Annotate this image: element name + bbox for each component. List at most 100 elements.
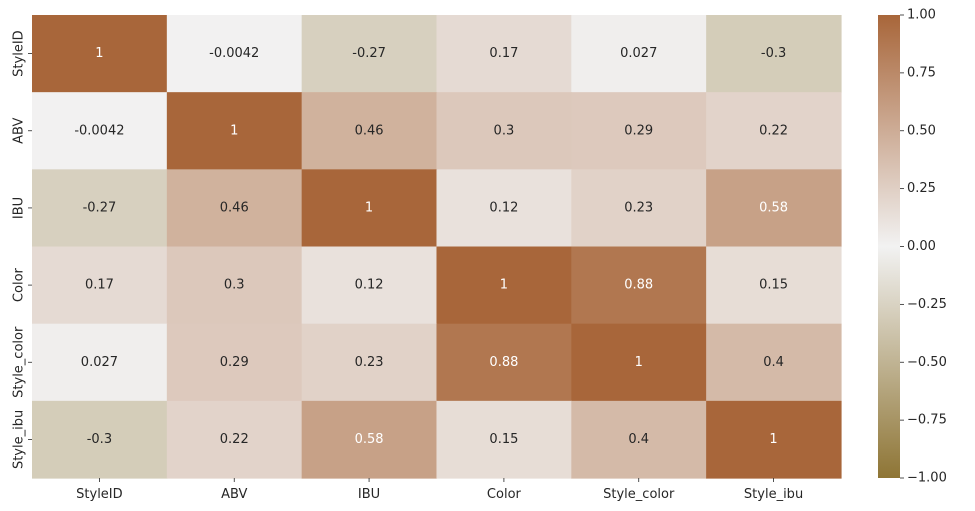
- heatmap-cell: [706, 400, 842, 479]
- cell-value-label: 0.027: [81, 355, 118, 370]
- heatmap-cell: [32, 246, 168, 325]
- y-tick-label: StyleID: [12, 30, 27, 77]
- colorbar-tick-label: −1.00: [907, 471, 947, 486]
- y-tick-label: Color: [12, 267, 27, 302]
- heatmap-cell: [436, 246, 572, 325]
- x-tick-label: Style_color: [603, 487, 675, 502]
- y-tick-label: IBU: [12, 197, 27, 219]
- heatmap-cell: [571, 169, 707, 248]
- colorbar-tick-label: 0.50: [907, 123, 936, 138]
- heatmap-cell: [301, 246, 438, 325]
- colorbar: 1.00 0.75 0.50 0.25 0.00 −0.25 −0.50 −0.75 −1.00: [878, 8, 947, 486]
- heatmap-cell: [436, 92, 572, 170]
- x-tick-label: StyleID: [76, 487, 123, 502]
- heatmap-cell: [166, 169, 303, 248]
- heatmap-cell: [301, 15, 438, 93]
- heatmap-cell: [706, 323, 842, 402]
- heatmap-cell: [301, 400, 438, 479]
- heatmap-cell: [571, 323, 707, 402]
- colorbar-tick-label: 0.75: [907, 65, 936, 80]
- heatmap-cell: [436, 400, 572, 479]
- heatmap-cell: [436, 323, 572, 402]
- heatmap-cell: [301, 169, 438, 248]
- cell-value-label: 0.15: [759, 278, 788, 293]
- heatmap-cell: [166, 246, 303, 325]
- cell-value-label: 1: [230, 123, 238, 138]
- heatmap-cell: [166, 323, 303, 402]
- cell-value-label: -0.27: [352, 46, 386, 61]
- cell-value-label: 0.15: [489, 432, 518, 447]
- cell-value-label: 0.58: [759, 200, 788, 215]
- y-tick-label: Style_color: [12, 326, 27, 398]
- cell-value-label: 0.88: [489, 355, 518, 370]
- cell-value-label: 0.4: [763, 355, 784, 370]
- heatmap-cell: [571, 15, 707, 93]
- heatmap-cell: [706, 92, 842, 170]
- heatmap-cell-labels: 1 -0.0042 -0.27 0.17 0.027 -0.3 -0.0042 1 0.46 0.…: [74, 46, 788, 447]
- cell-value-label: 0.29: [624, 123, 653, 138]
- y-axis-ticks: StyleID ABV IBU Color Style_color Style_ibu: [12, 30, 32, 469]
- cell-value-label: 0.12: [355, 278, 384, 293]
- cell-value-label: 1: [95, 46, 103, 61]
- heatmap-cell: [301, 92, 438, 170]
- heatmap-cell: [166, 400, 303, 479]
- colorbar-gradient: [878, 15, 900, 478]
- cell-value-label: 1: [365, 200, 373, 215]
- heatmap-cell: [436, 169, 572, 248]
- heatmap-cells: [32, 15, 842, 479]
- colorbar-tick-label: −0.75: [907, 413, 947, 428]
- colorbar-tick-label: 0.00: [907, 239, 936, 254]
- cell-value-label: 0.4: [628, 432, 649, 447]
- heatmap-cell: [436, 15, 572, 93]
- x-tick-label: ABV: [221, 487, 247, 502]
- cell-value-label: 1: [769, 432, 777, 447]
- heatmap-cell: [32, 323, 168, 402]
- cell-value-label: 0.12: [489, 200, 518, 215]
- cell-value-label: 0.17: [489, 46, 518, 61]
- heatmap-cell: [32, 15, 168, 93]
- cell-value-label: 0.46: [220, 200, 249, 215]
- heatmap-cell: [571, 92, 707, 170]
- colorbar-tick-label: 1.00: [907, 8, 936, 23]
- cell-value-label: -0.0042: [74, 123, 124, 138]
- cell-value-label: 0.22: [759, 123, 788, 138]
- cell-value-label: 0.22: [220, 432, 249, 447]
- heatmap-cell: [706, 246, 842, 325]
- heatmap-cell: [706, 169, 842, 248]
- cell-value-label: 0.46: [355, 123, 384, 138]
- y-tick-label: Style_ibu: [12, 410, 27, 469]
- colorbar-tick-label: −0.25: [907, 297, 947, 312]
- heatmap-cell: [32, 92, 168, 170]
- cell-value-label: 0.23: [355, 355, 384, 370]
- cell-value-label: 0.29: [220, 355, 249, 370]
- heatmap-cell: [166, 92, 303, 170]
- colorbar-tick-label: −0.50: [907, 355, 947, 370]
- x-axis-ticks: StyleID ABV IBU Color Style_color Style_ibu: [76, 478, 803, 502]
- cell-value-label: 0.23: [624, 200, 653, 215]
- cell-value-label: 0.88: [624, 278, 653, 293]
- heatmap-cell: [166, 15, 303, 93]
- x-tick-label: IBU: [358, 487, 380, 502]
- cell-value-label: 1: [635, 355, 643, 370]
- heatmap-cell: [32, 169, 168, 248]
- cell-value-label: 0.58: [355, 432, 384, 447]
- cell-value-label: 0.3: [494, 123, 515, 138]
- heatmap-cell: [32, 400, 168, 479]
- colorbar-tick-label: 0.25: [907, 181, 936, 196]
- cell-value-label: 0.3: [224, 278, 245, 293]
- cell-value-label: -0.3: [87, 432, 112, 447]
- cell-value-label: 1: [500, 278, 508, 293]
- x-tick-label: Color: [487, 487, 522, 502]
- heatmap-cell: [706, 15, 842, 93]
- heatmap-cell: [571, 400, 707, 479]
- colorbar-ticks: 1.00 0.75 0.50 0.25 0.00 −0.25 −0.50 −0.75 −1.00: [900, 8, 947, 486]
- heatmap-cell: [571, 246, 707, 325]
- heatmap-cell: [301, 323, 438, 402]
- cell-value-label: -0.0042: [209, 46, 259, 61]
- y-tick-label: ABV: [12, 117, 27, 143]
- cell-value-label: -0.3: [761, 46, 786, 61]
- x-tick-label: Style_ibu: [744, 487, 803, 502]
- cell-value-label: 0.027: [620, 46, 657, 61]
- cell-value-label: -0.27: [83, 200, 117, 215]
